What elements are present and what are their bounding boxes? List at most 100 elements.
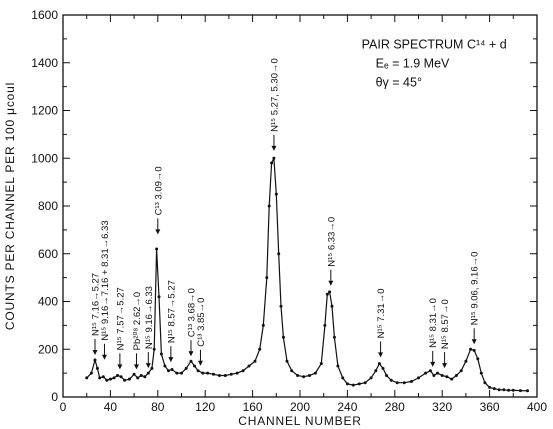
peak-label: N¹⁵ 7.31→0 [376, 289, 387, 339]
peak-label: N¹⁵ 8.57→5.27 [166, 280, 177, 343]
data-point [146, 371, 150, 375]
axes: 0 40 80 120 160 200 240 280 320 360 400 0 200 400 600 8… [3, 8, 547, 428]
data-point [196, 369, 200, 373]
data-point [132, 372, 136, 376]
data-point [229, 372, 233, 376]
data-point [290, 369, 294, 373]
data-point [261, 323, 265, 327]
data-point [201, 371, 205, 375]
data-point [497, 388, 501, 392]
data-point [270, 161, 274, 165]
x-tick-label: 360 [480, 400, 500, 414]
data-point [247, 364, 251, 368]
data-point [265, 276, 269, 280]
data-point [180, 371, 183, 375]
data-point [440, 374, 444, 377]
data-point [330, 304, 334, 308]
data-point [369, 376, 373, 380]
peak-arrowhead [101, 354, 107, 360]
data-point [479, 371, 483, 375]
peak-arrowhead [168, 357, 174, 363]
data-point [136, 376, 140, 380]
data-point [85, 376, 89, 380]
y-tick-label: 1200 [31, 104, 58, 118]
data-point [351, 383, 355, 387]
data-point [274, 192, 278, 196]
data-point [281, 335, 285, 339]
peak-label: N¹⁵ 9.16→7.16 + 8.31→6.33 [100, 220, 111, 340]
peak-arrowhead [145, 363, 151, 369]
data-point [424, 371, 428, 375]
plot-area [85, 156, 529, 393]
peak-arrowhead [442, 363, 448, 369]
data-point [341, 376, 345, 380]
y-tick-label: 800 [38, 199, 58, 213]
peak-arrowhead [471, 339, 477, 345]
data-point [163, 364, 167, 368]
peak-arrowhead [271, 145, 277, 151]
data-point [432, 374, 436, 377]
data-point [93, 358, 97, 362]
data-point [308, 374, 311, 377]
data-point [193, 364, 196, 368]
data-point [381, 366, 385, 370]
peak-arrowhead [197, 360, 203, 366]
data-point [476, 357, 480, 361]
peak-arrowhead [188, 351, 194, 357]
x-tick-label: 200 [290, 400, 310, 414]
data-point [417, 376, 420, 380]
data-point [241, 369, 245, 373]
data-point [492, 387, 496, 391]
data-point [409, 380, 413, 383]
data-point [464, 359, 468, 363]
data-point [217, 374, 221, 377]
data-point [101, 375, 105, 379]
data-point [507, 388, 511, 392]
data-point [436, 371, 439, 375]
data-point [325, 292, 329, 296]
data-point [385, 374, 388, 377]
peak-arrowhead [378, 352, 384, 358]
data-point [459, 369, 463, 373]
data-point [445, 375, 449, 379]
data-point [159, 352, 163, 356]
data-point [123, 378, 127, 382]
data-point [363, 381, 367, 385]
peak-label: C¹³ 3.09→0 [153, 166, 164, 215]
peak-label: N¹⁵ 7.57→5.27 [115, 287, 126, 350]
data-point [167, 369, 170, 373]
y-tick-label: 1400 [31, 56, 58, 70]
data-point [377, 362, 381, 366]
peak-label: N¹⁵ 5.27, 5.30→0 [269, 58, 280, 132]
data-point [374, 369, 378, 373]
data-point [272, 156, 276, 160]
peak-arrowhead [155, 229, 161, 235]
data-point [483, 381, 487, 385]
data-point [450, 377, 454, 381]
data-point [277, 252, 281, 256]
data-point [112, 376, 116, 380]
data-point [152, 347, 156, 351]
x-axis-title: CHANNEL NUMBER [238, 414, 361, 428]
y-tick-label: 400 [38, 295, 58, 309]
peak-arrowhead [430, 361, 436, 367]
data-point [139, 374, 143, 377]
data-point [313, 371, 317, 375]
data-point [206, 371, 210, 375]
x-tick-label: 160 [243, 400, 263, 414]
data-point [119, 375, 123, 379]
peak-label: C¹³ 3.68→0 [186, 288, 197, 337]
data-point [328, 290, 332, 294]
peak-label: N¹⁵ 6.33→0 [326, 217, 337, 267]
data-point [502, 388, 506, 392]
x-tick-label: 80 [151, 400, 165, 414]
x-tick-label: 40 [104, 400, 118, 414]
peak-arrowhead [328, 280, 334, 286]
peak-label: Pb²⁰⁸ 2.62→0 [132, 292, 143, 351]
x-tick-label: 240 [337, 400, 357, 414]
data-point [108, 377, 112, 381]
data-point [127, 377, 131, 381]
x-tick-label: 0 [60, 400, 67, 414]
